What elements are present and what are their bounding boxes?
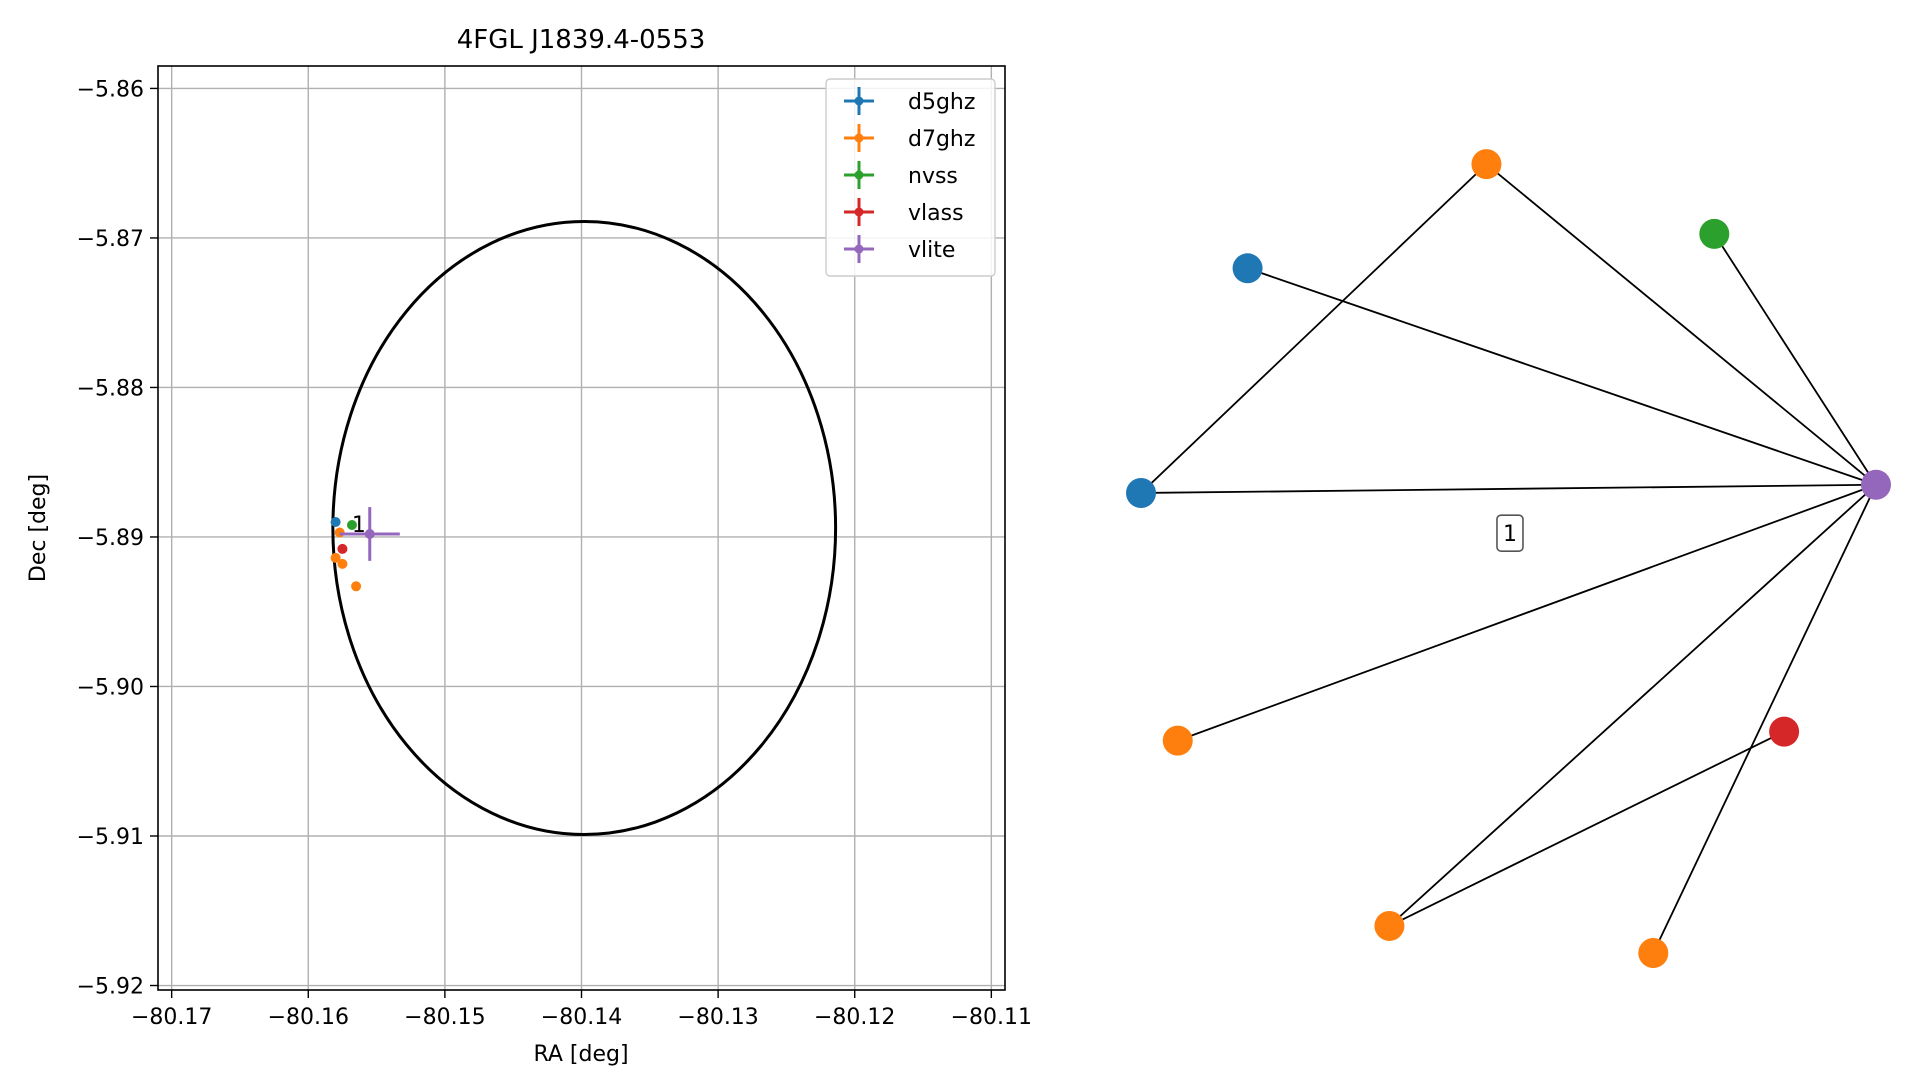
- graph-node-d5ghz: [1232, 253, 1263, 284]
- y-tick-label: −5.92: [77, 975, 144, 1000]
- x-tick-label: −80.17: [131, 1005, 212, 1030]
- x-tick-label: −80.13: [677, 1005, 758, 1030]
- x-axis-label: RA [deg]: [533, 1042, 628, 1067]
- confidence-ellipse: [331, 219, 838, 837]
- legend-nvss-label: nvss: [908, 164, 958, 189]
- y-tick-label: −5.88: [77, 376, 144, 401]
- graph-edge: [1247, 267, 1877, 486]
- d7ghz-point: [337, 558, 348, 569]
- legend-vlite-label: vlite: [908, 238, 955, 263]
- y-tick-label: −5.87: [77, 227, 144, 252]
- vlite-point: [364, 528, 375, 539]
- d7ghz-point: [351, 581, 362, 592]
- y-tick-label: −5.89: [77, 526, 144, 551]
- legend-nvss-dot: [854, 170, 864, 180]
- vlass-point: [337, 543, 348, 554]
- legend-d5ghz-label: d5ghz: [908, 90, 975, 115]
- graph-node-vlass: [1769, 716, 1800, 747]
- graph-node-d7ghz: [1471, 149, 1502, 180]
- graph-node-vlite: [1861, 469, 1891, 500]
- graph-edge: [1485, 163, 1877, 486]
- y-axis-label: Dec [deg]: [26, 474, 51, 582]
- graph-edge: [1177, 483, 1877, 742]
- x-axis-ticks: −80.17 −80.16 −80.15 −80.14 −80.13 −80.12 −80.…: [131, 990, 1032, 1030]
- graph-labels: 1: [1496, 514, 1524, 552]
- position-plot: 4FGL J1839.4-0553 1 −80.17 −80.16 −80.15 −8…: [26, 25, 1032, 1067]
- graph-label: 1: [1503, 522, 1517, 547]
- localization-ellipse: [331, 219, 838, 837]
- graph-node-d5ghz: [1126, 477, 1156, 508]
- x-tick-label: −80.14: [541, 1005, 622, 1030]
- plot-title: 4FGL J1839.4-0553: [457, 25, 706, 55]
- graph-label-box: [1496, 514, 1524, 552]
- legend-box: [825, 78, 996, 277]
- graph-node-d7ghz: [1374, 910, 1405, 941]
- point-annotation: 1: [352, 513, 366, 538]
- graph-node-d7ghz: [1162, 725, 1193, 756]
- graph-edge: [1140, 483, 1877, 494]
- x-tick-label: −80.11: [951, 1005, 1032, 1030]
- x-tick-label: −80.12: [814, 1005, 895, 1030]
- legend-d5ghz-dot: [854, 96, 864, 106]
- y-tick-label: −5.91: [77, 825, 144, 850]
- y-tick-label: −5.90: [77, 675, 144, 700]
- legend-d7ghz-label: d7ghz: [908, 127, 975, 152]
- y-axis-ticks: −5.86 −5.87 −5.88 −5.89 −5.90 −5.91 −5.92: [77, 77, 158, 1000]
- legend-d7ghz-dot: [854, 133, 864, 143]
- graph-node-d7ghz: [1638, 938, 1669, 968]
- graph-edge: [1652, 484, 1877, 954]
- association-graph: 1: [1126, 149, 1891, 968]
- graph-edge: [1713, 233, 1877, 486]
- d7ghz-point: [330, 552, 341, 563]
- graph-edge: [1389, 730, 1785, 927]
- x-tick-label: −80.16: [268, 1005, 349, 1030]
- graph-edge: [1388, 484, 1877, 927]
- legend-vlass-label: vlass: [908, 201, 964, 226]
- annotations: 1: [352, 513, 366, 538]
- graph-node-nvss: [1699, 218, 1730, 249]
- source-points: [330, 507, 400, 592]
- legend-vlite-dot: [854, 244, 864, 254]
- y-tick-label: −5.86: [77, 77, 144, 102]
- graph-edges: [1140, 163, 1877, 954]
- nvss-point: [346, 520, 357, 531]
- x-tick-label: −80.15: [404, 1005, 485, 1030]
- graph-nodes: [1126, 149, 1891, 968]
- legend: d5ghz d7ghz nvss vlass vlite: [825, 78, 996, 277]
- legend-vlass-dot: [854, 207, 864, 217]
- graph-edge: [1140, 163, 1488, 494]
- d5ghz-point: [330, 517, 341, 528]
